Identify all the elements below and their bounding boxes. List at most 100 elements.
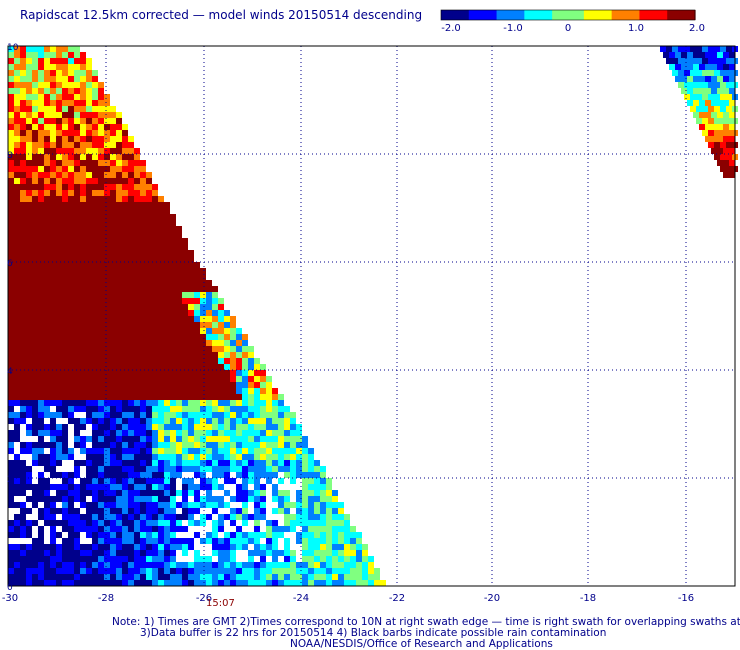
swath-cell [92, 256, 98, 262]
swath-cell [278, 490, 284, 496]
swath-cell [224, 550, 230, 556]
swath-cell [212, 376, 218, 382]
swath-cell [302, 532, 308, 538]
swath-cell [140, 160, 146, 166]
swath-cell [152, 430, 158, 436]
swath-cell [98, 538, 104, 544]
swath-cell [32, 244, 38, 250]
swath-cell [32, 322, 38, 328]
swath-cell [20, 370, 26, 376]
swath-cell [308, 460, 314, 466]
swath-cell [164, 508, 170, 514]
swath-cell [104, 250, 110, 256]
swath-cell [684, 70, 690, 76]
swath-cell [152, 190, 158, 196]
swath-cell [74, 130, 80, 136]
swath-cell [140, 274, 146, 280]
swath-cell [362, 556, 368, 562]
swath-cell [20, 352, 26, 358]
swath-cell [68, 112, 74, 118]
swath-cell [20, 382, 26, 388]
swath-cell [206, 382, 212, 388]
swath-cell [116, 388, 122, 394]
swath-cell [260, 430, 266, 436]
swath-cell [152, 478, 158, 484]
swath-cell [248, 436, 254, 442]
swath-cell [278, 466, 284, 472]
swath-cell [717, 112, 723, 118]
swath-cell [86, 370, 92, 376]
swath-cell [62, 508, 68, 514]
swath-cell [230, 538, 236, 544]
swath-cell [104, 304, 110, 310]
swath-cell [14, 358, 20, 364]
swath-cell [86, 478, 92, 484]
swath-cell [134, 346, 140, 352]
swath-cell [68, 538, 74, 544]
swath-cell [38, 472, 44, 478]
swath-cell [86, 226, 92, 232]
swath-cell [98, 184, 104, 190]
swath-cell [104, 508, 110, 514]
swath-cell [152, 580, 158, 586]
swath-cell [128, 544, 134, 550]
swath-cell [86, 190, 92, 196]
swath-cell [104, 130, 110, 136]
swath-cell [146, 286, 152, 292]
swath-cell [80, 424, 86, 430]
swath-cell [32, 520, 38, 526]
swath-cell [32, 124, 38, 130]
swath-cell [212, 430, 218, 436]
swath-cell [242, 388, 248, 394]
swath-cell [152, 214, 158, 220]
swath-cell [38, 238, 44, 244]
swath-cell [80, 256, 86, 262]
swath-cell [74, 214, 80, 220]
swath-cell [104, 442, 110, 448]
swath-cell [80, 100, 86, 106]
swath-cell [194, 316, 200, 322]
swath-cell [32, 100, 38, 106]
swath-cell [206, 430, 212, 436]
swath-cell [128, 508, 134, 514]
swath-cell [62, 322, 68, 328]
swath-cell [380, 580, 386, 586]
swath-cell [266, 382, 272, 388]
swath-cell [212, 328, 218, 334]
swath-cell [122, 226, 128, 232]
swath-cell [74, 508, 80, 514]
swath-cell [681, 64, 687, 70]
swath-cell [224, 580, 230, 586]
swath-cell [242, 532, 248, 538]
swath-cell [176, 268, 182, 274]
swath-cell [152, 388, 158, 394]
swath-cell [690, 70, 696, 76]
swath-cell [284, 508, 290, 514]
swath-cell [696, 118, 702, 124]
swath-cell [44, 88, 50, 94]
swath-cell [122, 196, 128, 202]
swath-cell [26, 322, 32, 328]
swath-cell [308, 490, 314, 496]
swath-cell [68, 160, 74, 166]
swath-cell [14, 262, 20, 268]
swath-cell [56, 544, 62, 550]
swath-cell [164, 358, 170, 364]
swath-cell [14, 298, 20, 304]
swath-cell [170, 526, 176, 532]
swath-cell [32, 568, 38, 574]
swath-cell [122, 292, 128, 298]
swath-cell [20, 502, 26, 508]
swath-cell [116, 412, 122, 418]
swath-cell [242, 562, 248, 568]
swath-cell [278, 532, 284, 538]
swath-cell [128, 352, 134, 358]
swath-cell [8, 148, 14, 154]
swath-cell [104, 232, 110, 238]
swath-cell [356, 544, 362, 550]
swath-cell [44, 442, 50, 448]
swath-cell [702, 58, 708, 64]
swath-cell [672, 58, 678, 64]
swath-cell [128, 430, 134, 436]
swath-cell [134, 310, 140, 316]
